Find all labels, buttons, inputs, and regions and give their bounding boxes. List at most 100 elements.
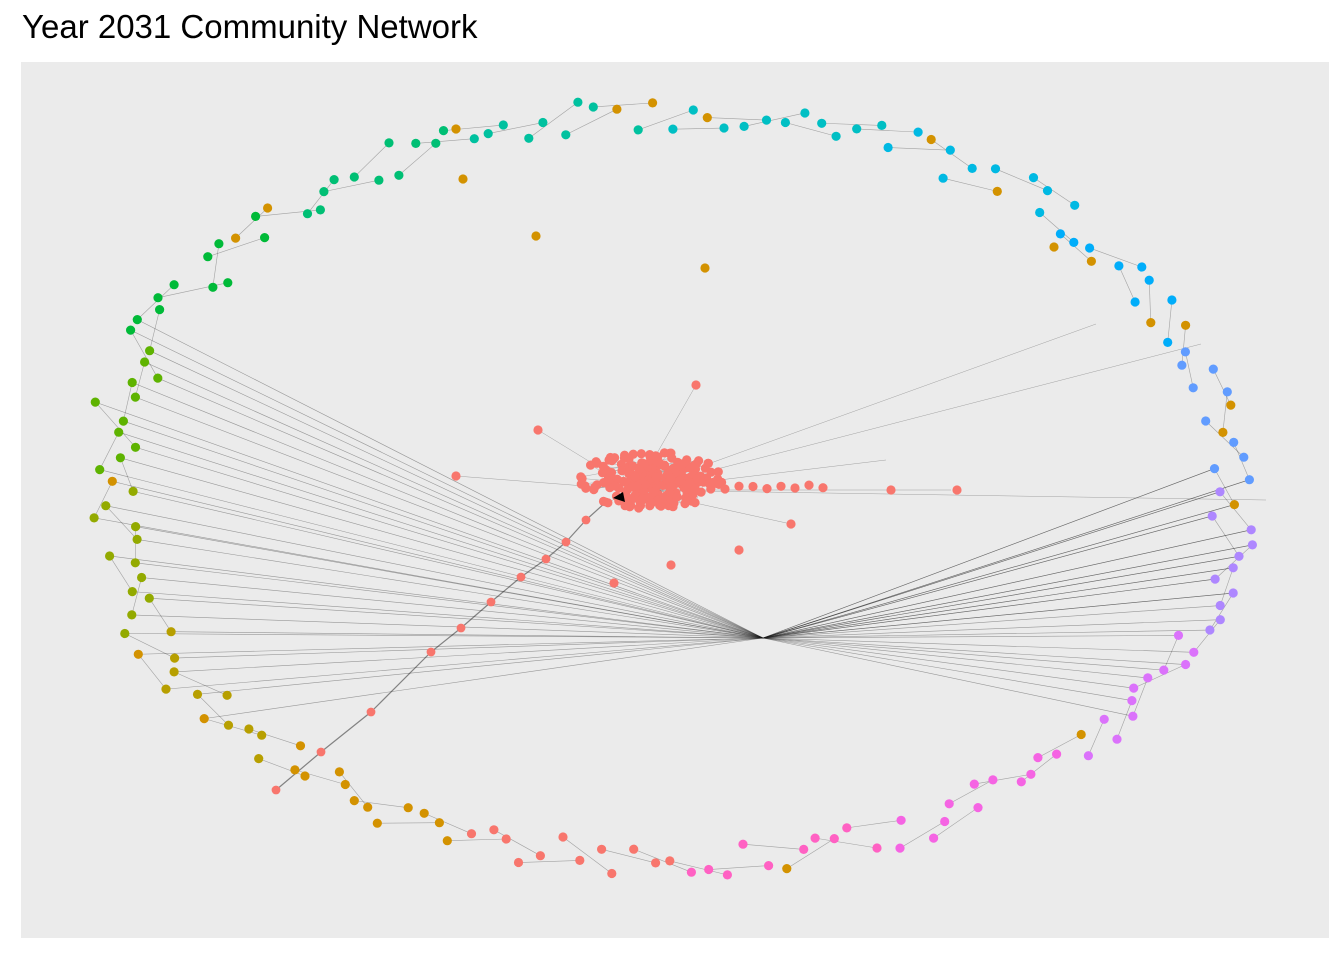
ring-edge: [672, 127, 725, 130]
ring-node: [817, 118, 827, 128]
cluster-node: [706, 482, 716, 492]
ring-node: [295, 741, 306, 751]
ring-edge: [339, 771, 368, 808]
ring-node: [1128, 711, 1138, 721]
outer-node: [691, 380, 701, 390]
outer-node: [533, 425, 543, 435]
ring-edge: [518, 860, 580, 863]
ring-node: [538, 117, 548, 128]
cross-edge: [112, 481, 764, 639]
ring-node: [349, 172, 359, 182]
cross-edge: [762, 468, 1215, 639]
ring-node: [612, 104, 622, 114]
ring-node: [969, 779, 979, 789]
ring-node: [192, 689, 203, 700]
ring-edge: [1133, 664, 1186, 689]
ring-edge: [204, 718, 262, 736]
chain-node: [366, 707, 376, 717]
cross-edge: [171, 631, 764, 639]
ring-node: [896, 815, 906, 825]
ring-node: [973, 803, 983, 813]
ring-edge: [424, 812, 472, 834]
cluster-node: [603, 498, 613, 508]
spoke-edge: [635, 489, 1267, 501]
ring-node: [938, 173, 948, 183]
ring-edge: [149, 598, 172, 632]
cross-edge: [762, 592, 1234, 639]
cross-edge: [95, 401, 764, 639]
cross-edge: [762, 544, 1253, 639]
cluster-node: [632, 481, 642, 491]
ring-node: [944, 799, 954, 809]
cross-edge: [762, 504, 1235, 639]
ring-edge: [786, 838, 835, 869]
ring-node: [1033, 753, 1043, 763]
ring-node: [633, 125, 643, 135]
cross-edge: [762, 637, 1164, 671]
ring-node: [1228, 563, 1238, 573]
ring-node: [810, 833, 820, 843]
ring-node: [967, 163, 977, 173]
cluster-node: [693, 473, 703, 483]
cross-edge: [149, 597, 764, 639]
ring-node: [1201, 416, 1211, 426]
ring-node: [132, 315, 142, 325]
node-layer: [89, 97, 1257, 880]
ring-node: [588, 102, 598, 112]
cross-edge: [762, 637, 1134, 689]
ring-node: [597, 844, 607, 854]
ring-node: [120, 628, 130, 639]
cross-edge: [118, 431, 764, 639]
chain-edge: [370, 651, 432, 713]
chain-node: [271, 785, 281, 795]
chain-node: [456, 623, 466, 633]
cluster-node: [680, 499, 690, 509]
ring-node: [127, 377, 137, 388]
cluster-node: [790, 483, 800, 493]
ring-edge: [493, 829, 541, 856]
inner-node: [458, 174, 468, 184]
ring-node: [629, 844, 639, 854]
ring-node: [131, 522, 141, 532]
cross-edge: [149, 350, 764, 639]
ring-node: [438, 126, 449, 136]
ring-edge: [1039, 212, 1075, 243]
ring-edge: [1222, 391, 1228, 433]
ring-node: [992, 186, 1002, 196]
ring-node: [127, 587, 137, 597]
cross-edge: [124, 633, 764, 639]
ring-node: [498, 120, 508, 130]
ring-node: [170, 653, 180, 663]
ring-node: [257, 730, 267, 740]
chain-edge: [520, 558, 547, 578]
ring-edge: [109, 555, 133, 592]
ring-edge: [1118, 265, 1136, 303]
ring-node: [1239, 452, 1249, 462]
ring-node: [133, 649, 143, 659]
cluster-node: [804, 480, 814, 490]
ring-node: [114, 427, 124, 437]
cross-edge: [131, 614, 764, 639]
cross-edge: [762, 592, 1234, 639]
cross-edge: [762, 556, 1240, 639]
ring-node: [1085, 243, 1095, 253]
ring-node: [561, 130, 571, 140]
ring-node: [1083, 751, 1093, 761]
ring-node: [334, 767, 344, 777]
ring-node: [223, 278, 233, 288]
ring-edge: [130, 329, 159, 379]
ring-node: [101, 501, 111, 511]
ring-node: [1218, 427, 1228, 437]
ring-node: [384, 138, 394, 148]
ring-node: [1234, 551, 1244, 561]
ring-edge: [708, 865, 769, 870]
ring-node: [302, 209, 313, 219]
ring-edge: [307, 179, 335, 214]
ring-node: [169, 667, 179, 677]
ring-node: [1099, 714, 1109, 724]
chain-node: [426, 647, 436, 657]
cluster-node: [659, 448, 670, 458]
chain-edge: [430, 627, 462, 653]
ring-node: [1086, 256, 1096, 266]
cluster-node: [644, 492, 654, 502]
